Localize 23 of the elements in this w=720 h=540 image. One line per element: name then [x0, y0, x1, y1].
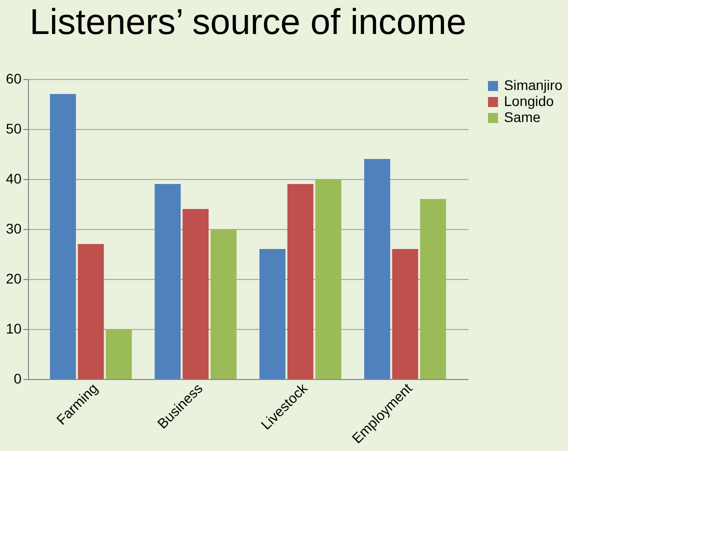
y-tick-label: 10: [6, 320, 22, 336]
bar: [78, 244, 104, 379]
bar: [50, 94, 76, 379]
bar: [364, 159, 390, 379]
legend-label: Simanjiro: [504, 77, 563, 93]
y-tick-label: 0: [14, 370, 22, 386]
legend-label: Same: [504, 109, 541, 125]
y-tick-label: 60: [6, 70, 22, 86]
y-tick-label: 30: [6, 220, 22, 236]
bar: [315, 179, 342, 379]
y-tick-label: 50: [6, 120, 22, 136]
bar: [287, 184, 314, 379]
bar: [392, 249, 418, 379]
bar: [154, 184, 181, 379]
y-tick-label: 20: [6, 270, 22, 286]
legend-label: Longido: [504, 93, 554, 109]
bar: [259, 249, 286, 379]
chart-title: Listeners’ source of income: [30, 1, 466, 42]
y-tick-label: 40: [6, 170, 22, 186]
bar: [210, 229, 237, 379]
bar: [182, 209, 209, 379]
bar: [106, 329, 132, 379]
bar: [420, 199, 446, 379]
